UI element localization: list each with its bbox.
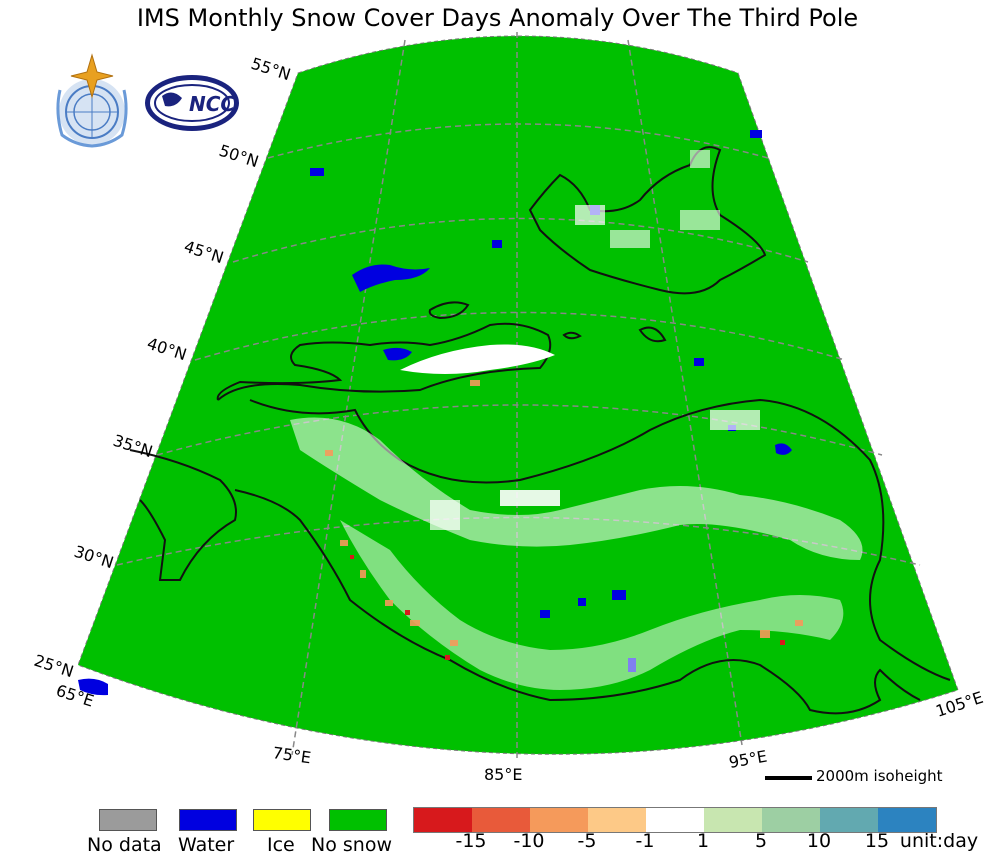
colorbar-segment <box>762 808 820 832</box>
legend-label-no-snow: No snow <box>311 834 392 856</box>
colorbar-unit: unit:day <box>899 830 979 852</box>
lat-label-25: 25°N <box>32 651 76 682</box>
legend-swatch-no-data <box>99 809 157 831</box>
colorbar-tick-label: -1 <box>635 830 655 852</box>
map-domain <box>77 35 959 755</box>
legend-label-ice: Ice <box>267 834 295 856</box>
lon-label-75: 75°E <box>271 743 312 767</box>
colorbar-segment <box>414 808 472 832</box>
anomaly-colorbar <box>413 807 937 833</box>
lat-label-35: 35°N <box>111 431 155 462</box>
colorbar-tick-label: 10 <box>806 830 832 852</box>
anomaly-patches <box>290 150 863 690</box>
isoheight-legend-line <box>765 776 812 780</box>
colorbar-segment <box>878 808 936 832</box>
map-title: IMS Monthly Snow Cover Days Anomaly Over… <box>136 4 859 32</box>
legend-swatch-ice <box>253 809 311 831</box>
lat-label-50: 50°N <box>217 141 261 172</box>
wmo-emblem <box>56 53 128 148</box>
isoheight-legend-label: 2000m isoheight <box>816 767 943 785</box>
colorbar-tick-label: 1 <box>696 830 710 852</box>
legend-swatch-no-snow <box>329 809 387 831</box>
water-bodies <box>78 130 792 696</box>
colorbar-segment <box>646 808 704 832</box>
lon-label-85: 85°E <box>484 765 522 784</box>
colorbar-tick-label: -10 <box>513 830 545 852</box>
legend-swatch-water <box>179 809 237 831</box>
lat-label-45: 45°N <box>182 237 226 268</box>
colorbar-segment <box>530 808 588 832</box>
svg-text:NCC: NCC <box>189 92 235 116</box>
colorbar-segment <box>588 808 646 832</box>
legend-label-water: Water <box>178 834 235 856</box>
lat-label-55: 55°N <box>249 54 293 85</box>
colorbar-tick-label: -15 <box>455 830 487 852</box>
colorbar-segment <box>704 808 762 832</box>
lat-label-40: 40°N <box>145 334 189 365</box>
legend-label-no-data: No data <box>87 834 162 856</box>
colorbar-segment <box>472 808 530 832</box>
lat-label-30: 30°N <box>72 542 116 573</box>
colorbar-segment <box>820 808 878 832</box>
ncc-logo: NCC <box>145 75 239 131</box>
colorbar-tick-label: 15 <box>864 830 890 852</box>
colorbar-tick-label: 5 <box>754 830 768 852</box>
colorbar-tick-label: -5 <box>577 830 597 852</box>
lon-label-95: 95°E <box>727 747 768 772</box>
